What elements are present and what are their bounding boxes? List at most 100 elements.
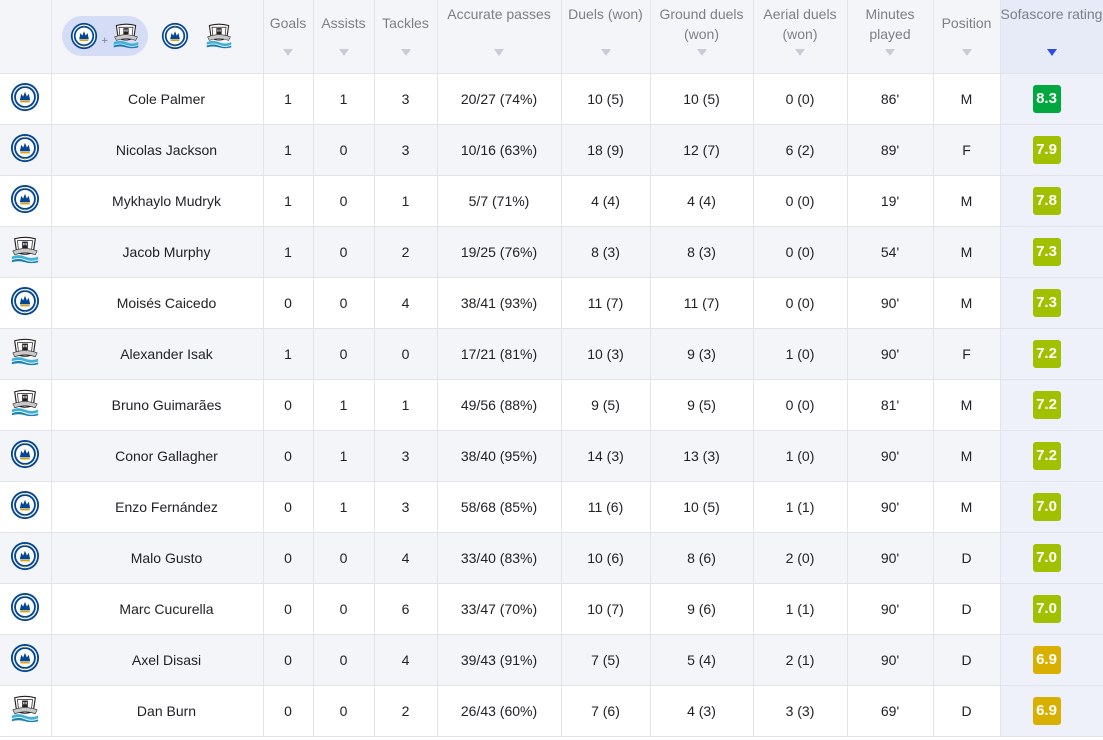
stat-assists: 0: [313, 277, 375, 329]
player-name[interactable]: Mykhaylo Mudryk: [51, 175, 264, 227]
sort-arrow-icon[interactable]: [600, 49, 611, 56]
table-row[interactable]: Conor Gallagher 0 1 3 38/40 (95%) 14 (3) 13 (3…: [0, 430, 1103, 482]
player-name[interactable]: Malo Gusto: [51, 532, 264, 584]
stat-minutes-played: 86': [847, 73, 934, 125]
column-header-duels-won[interactable]: Duels (won): [561, 0, 651, 74]
team-filter-cell: +: [51, 0, 264, 74]
sort-arrow-icon[interactable]: [795, 49, 805, 56]
column-header-label: Ground duels (won): [659, 6, 744, 42]
stat-goals: 1: [263, 175, 314, 227]
newcastle-crest-icon: [10, 694, 40, 724]
stat-goals: 1: [263, 328, 314, 380]
rating-cell: 7.0: [1000, 583, 1103, 635]
plus-sign: +: [101, 35, 108, 48]
player-name[interactable]: Moisés Caicedo: [51, 277, 264, 329]
table-row[interactable]: Cole Palmer 1 1 3 20/27 (74%) 10 (5) 10 (5) 0 (…: [0, 73, 1103, 125]
column-header-tackles[interactable]: Tackles: [374, 0, 438, 74]
column-header-assists[interactable]: Assists: [313, 0, 375, 74]
stat-accurate-passes: 20/27 (74%): [437, 73, 562, 125]
chelsea-crest-icon: [10, 439, 40, 469]
stat-tackles: 3: [374, 430, 438, 482]
stat-duels-won: 9 (5): [561, 379, 651, 431]
player-name[interactable]: Jacob Murphy: [51, 226, 264, 278]
stat-accurate-passes: 5/7 (71%): [437, 175, 562, 227]
chelsea-crest-icon: [10, 184, 40, 214]
table-row[interactable]: Nicolas Jackson 1 0 3 10/16 (63%) 18 (9) 12 (7…: [0, 124, 1103, 176]
table-row[interactable]: Bruno Guimarães 0 1 1 49/56 (88%) 9 (5) 9 (5) 0…: [0, 379, 1103, 431]
stat-aerial-duels-won: 6 (2): [753, 124, 848, 176]
team-cell: [0, 328, 52, 380]
stat-duels-won: 14 (3): [561, 430, 651, 482]
stat-duels-won: 10 (6): [561, 532, 651, 584]
table-row[interactable]: Enzo Fernández 0 1 3 58/68 (85%) 11 (6) 10 (5)…: [0, 481, 1103, 533]
stat-duels-won: 7 (6): [561, 685, 651, 737]
sort-arrow-icon[interactable]: [338, 49, 349, 56]
column-header-ground-duels-won[interactable]: Ground duels (won): [650, 0, 754, 74]
table-row[interactable]: Dan Burn 0 0 2 26/43 (60%) 7 (6) 4 (3) 3 (3) 69'…: [0, 685, 1103, 737]
stat-position: F: [933, 124, 1001, 176]
sort-arrow-icon[interactable]: [885, 49, 895, 56]
table-row[interactable]: Marc Cucurella 0 0 6 33/47 (70%) 10 (7) 9 (6) 1…: [0, 583, 1103, 635]
sort-desc-active-icon[interactable]: [1046, 49, 1057, 56]
rating-badge: 7.0: [1032, 492, 1061, 521]
player-name[interactable]: Axel Disasi: [51, 634, 264, 686]
column-header-minutes-played[interactable]: Minutes played: [847, 0, 934, 74]
rating-cell: 7.0: [1000, 532, 1103, 584]
team-cell: [0, 175, 52, 227]
table-row[interactable]: Jacob Murphy 1 0 2 19/25 (76%) 8 (3) 8 (3) 0 (0…: [0, 226, 1103, 278]
player-name[interactable]: Cole Palmer: [51, 73, 264, 125]
rating-badge: 7.2: [1032, 339, 1061, 368]
team-cell: [0, 532, 52, 584]
table-row[interactable]: Moisés Caicedo 0 0 4 38/41 (93%) 11 (7) 11 (7)…: [0, 277, 1103, 329]
stat-tackles: 1: [374, 175, 438, 227]
stat-duels-won: 10 (3): [561, 328, 651, 380]
column-header-accurate-passes[interactable]: Accurate passes: [437, 0, 562, 74]
stat-goals: 0: [263, 379, 314, 431]
column-header-goals[interactable]: Goals: [263, 0, 314, 74]
player-name[interactable]: Conor Gallagher: [51, 430, 264, 482]
rating-badge: 6.9: [1032, 645, 1061, 674]
newcastle-crest-icon: [10, 388, 40, 418]
player-name[interactable]: Enzo Fernández: [51, 481, 264, 533]
stat-accurate-passes: 33/40 (83%): [437, 532, 562, 584]
newcastle-crest-icon: [205, 22, 233, 50]
player-name[interactable]: Alexander Isak: [51, 328, 264, 380]
newcastle-crest-icon: [112, 22, 140, 50]
stat-minutes-played: 90': [847, 277, 934, 329]
column-header-rating[interactable]: Sofascore rating: [1000, 0, 1103, 74]
both-teams-filter-button[interactable]: +: [61, 16, 148, 57]
sort-arrow-icon[interactable]: [494, 49, 504, 56]
rating-badge: 7.0: [1032, 543, 1061, 572]
newcastle-filter-button[interactable]: [202, 19, 236, 53]
stat-minutes-played: 90': [847, 328, 934, 380]
table-row[interactable]: Mykhaylo Mudryk 1 0 1 5/7 (71%) 4 (4) 4 (4) 0 (…: [0, 175, 1103, 227]
stat-position: F: [933, 328, 1001, 380]
column-header-position[interactable]: Position: [933, 0, 1001, 74]
column-header-aerial-duels-won[interactable]: Aerial duels (won): [753, 0, 848, 74]
team-cell: [0, 379, 52, 431]
sort-arrow-icon[interactable]: [696, 49, 707, 56]
player-name[interactable]: Marc Cucurella: [51, 583, 264, 635]
team-cell: [0, 430, 52, 482]
table-row[interactable]: Malo Gusto 0 0 4 33/40 (83%) 10 (6) 8 (6) 2 (0)…: [0, 532, 1103, 584]
table-row[interactable]: Alexander Isak 1 0 0 17/21 (81%) 10 (3) 9 (3) 1…: [0, 328, 1103, 380]
sort-arrow-icon[interactable]: [283, 49, 293, 56]
player-name[interactable]: Nicolas Jackson: [51, 124, 264, 176]
stat-aerial-duels-won: 1 (0): [753, 430, 848, 482]
stat-assists: 0: [313, 532, 375, 584]
stat-minutes-played: 54': [847, 226, 934, 278]
stat-duels-won: 8 (3): [561, 226, 651, 278]
stat-duels-won: 18 (9): [561, 124, 651, 176]
player-name[interactable]: Bruno Guimarães: [51, 379, 264, 431]
chelsea-filter-button[interactable]: [158, 19, 192, 53]
sort-arrow-icon[interactable]: [961, 49, 972, 56]
stat-position: M: [933, 481, 1001, 533]
rating-cell: 6.9: [1000, 634, 1103, 686]
stat-ground-duels-won: 11 (7): [650, 277, 754, 329]
table-row[interactable]: Axel Disasi 0 0 4 39/43 (91%) 7 (5) 5 (4) 2 (1)…: [0, 634, 1103, 686]
team-cell: [0, 277, 52, 329]
column-header-label: Position: [941, 15, 992, 31]
sort-arrow-icon[interactable]: [400, 49, 411, 56]
player-name[interactable]: Dan Burn: [51, 685, 264, 737]
stat-accurate-passes: 39/43 (91%): [437, 634, 562, 686]
